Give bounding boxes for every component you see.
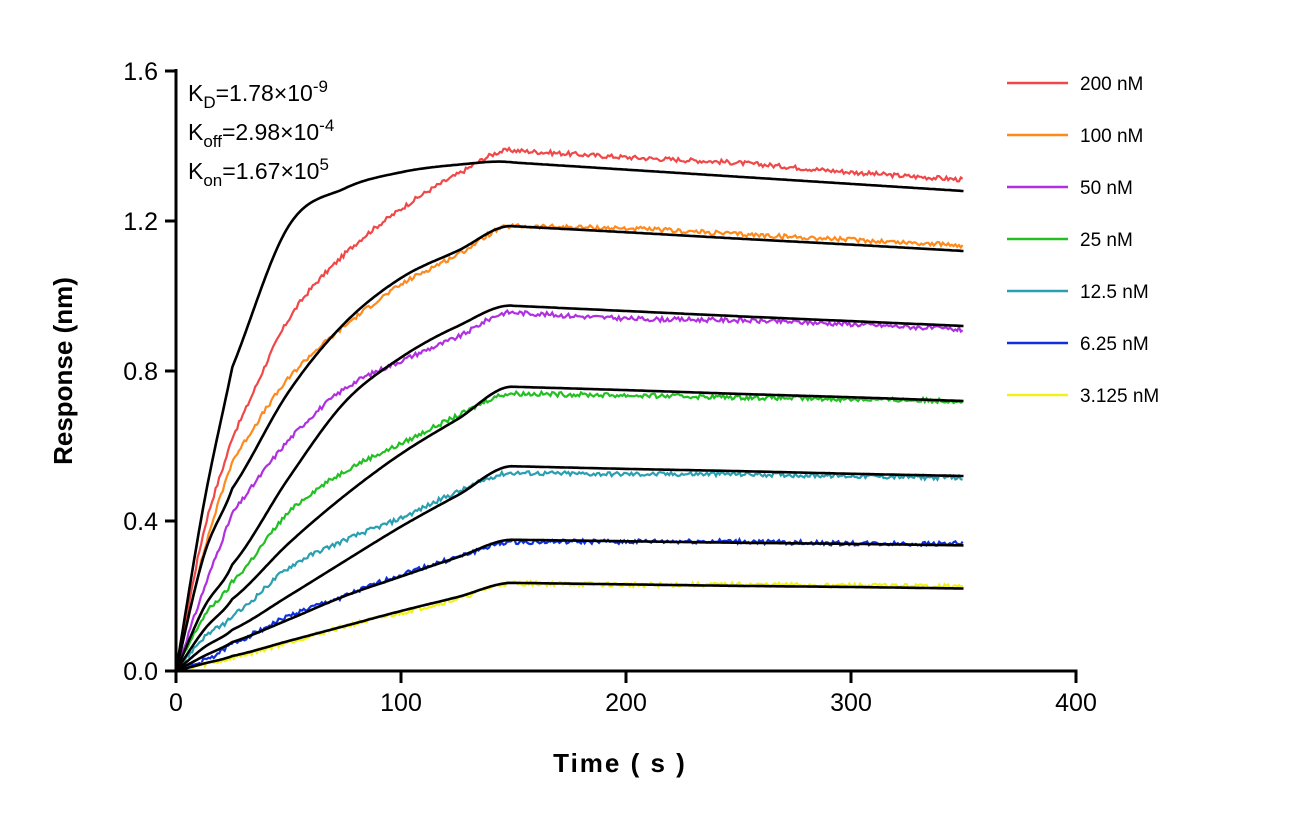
- legend: 200 nM 100 nM 50 nM 25 nM 12.5 nM 6.25 nM 3.12…: [1007, 74, 1159, 407]
- legend-item: 3.125 nM: [1007, 386, 1159, 407]
- y-tick-label: 1.2: [123, 208, 158, 236]
- legend-label: 6.25 nM: [1080, 334, 1149, 355]
- legend-label: 50 nM: [1080, 178, 1133, 199]
- observed-curve-3-125-nM: [175, 579, 964, 673]
- legend-item: 25 nM: [1007, 230, 1133, 251]
- fit-curve-3-125-nM: [175, 581, 964, 673]
- legend-label: 12.5 nM: [1080, 282, 1149, 303]
- kinetic-constant-off: Koff=2.98×10-4: [188, 116, 334, 151]
- legend-label: 100 nM: [1080, 126, 1143, 147]
- observed-curve-100-nM: [174, 222, 964, 672]
- kinetic-constant-on: Kon=1.67×105: [188, 155, 329, 190]
- fit-curve-200-nM: [174, 160, 964, 672]
- observed-curve-6-25-nM: [176, 536, 964, 673]
- fit-curves: [174, 160, 964, 673]
- legend-label: 200 nM: [1080, 74, 1143, 95]
- fit-curve-6-25-nM: [175, 538, 964, 673]
- y-tick-label: 0.0: [123, 658, 158, 686]
- fit-curve-25-nM: [174, 385, 964, 672]
- legend-item: 100 nM: [1007, 126, 1143, 147]
- legend-label: 3.125 nM: [1080, 386, 1159, 407]
- axes: 0.0 0.4 0.8 1.2 1.6 0 100 200 300 400: [123, 58, 1097, 717]
- x-tick-label: 300: [830, 689, 872, 717]
- y-tick-label: 0.8: [123, 358, 158, 386]
- y-tick-label: 1.6: [123, 58, 158, 86]
- fit-curve-100-nM: [174, 224, 964, 672]
- kinetic-constant-D: KD=1.78×10-9: [188, 77, 328, 112]
- x-axis-title: Time ( s ): [553, 748, 687, 778]
- fit-curve-12-5-nM: [175, 464, 964, 673]
- legend-label: 25 nM: [1080, 230, 1133, 251]
- y-tick-label: 0.4: [123, 508, 158, 536]
- observed-curve-12-5-nM: [176, 469, 963, 673]
- legend-item: 12.5 nM: [1007, 282, 1149, 303]
- observed-curve-200-nM: [174, 146, 964, 672]
- y-axis-title: Response (nm): [48, 277, 78, 465]
- kinetic-constants: KD=1.78×10-9 Koff=2.98×10-4 Kon=1.67×105: [188, 77, 334, 190]
- legend-item: 6.25 nM: [1007, 334, 1149, 355]
- legend-item: 50 nM: [1007, 178, 1133, 199]
- x-tick-label: 400: [1055, 689, 1097, 717]
- x-tick-label: 100: [380, 689, 422, 717]
- x-tick-label: 0: [169, 689, 183, 717]
- observed-curves: [174, 146, 964, 673]
- observed-curve-25-nM: [174, 389, 963, 672]
- legend-item: 200 nM: [1007, 74, 1143, 95]
- observed-curve-50-nM: [174, 308, 964, 672]
- fit-curve-50-nM: [174, 304, 964, 672]
- x-tick-label: 200: [605, 689, 647, 717]
